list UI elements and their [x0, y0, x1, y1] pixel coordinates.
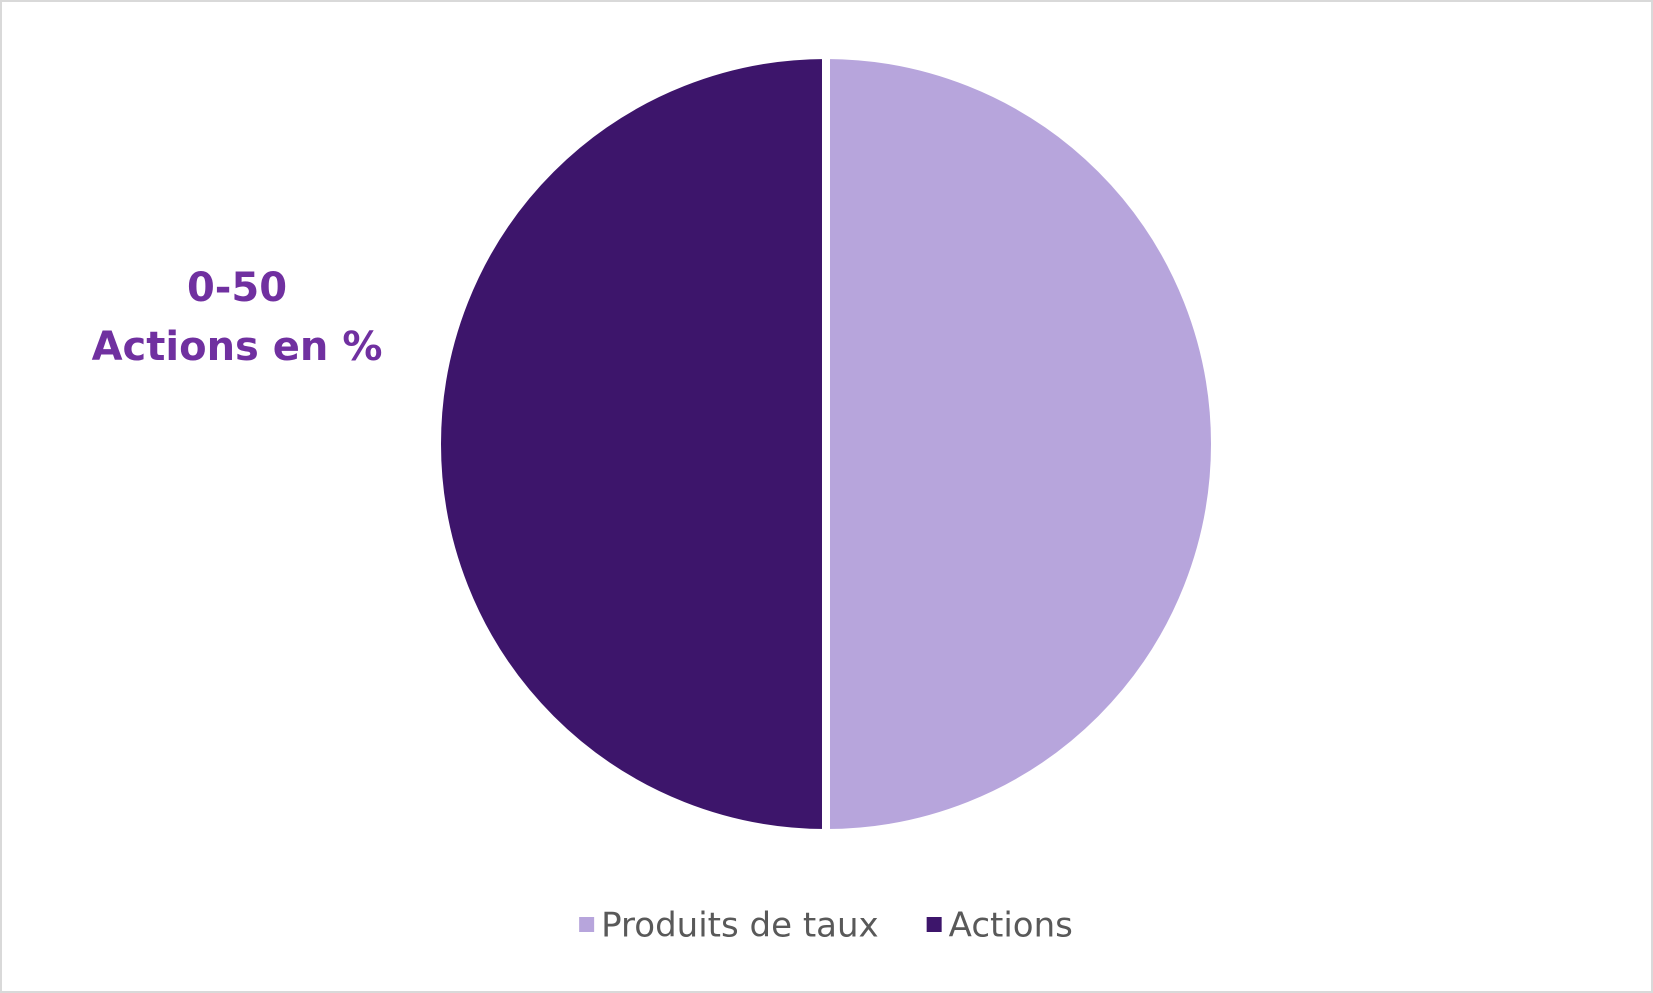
annotation: 0-50 [187, 265, 287, 311]
legend-swatch [579, 917, 595, 932]
legend-swatch [926, 917, 942, 932]
annotation: Actions en % [92, 324, 383, 370]
legend-label: Actions [949, 906, 1073, 946]
pie-slice [822, 51, 1219, 837]
legend-label: Produits de taux [601, 906, 879, 946]
pie-slice [433, 51, 830, 837]
